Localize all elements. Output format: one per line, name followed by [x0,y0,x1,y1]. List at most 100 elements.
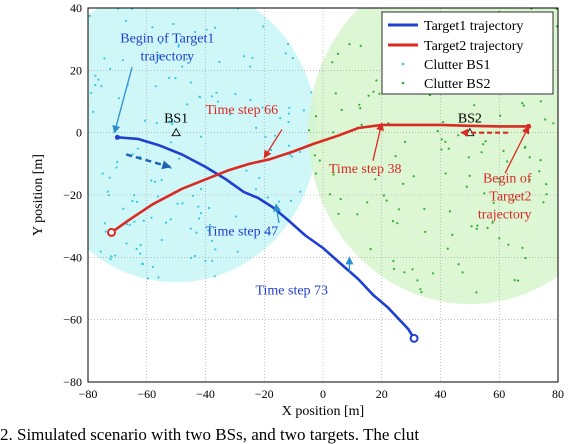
y-axis-label: Y position [m] [31,154,46,236]
y-tick-label: 0 [76,126,82,140]
clutter-bs2-point [436,129,439,133]
clutter-bs2-point [331,61,334,64]
clutter-bs2-point [416,279,419,282]
clutter-bs2-point [498,237,501,240]
clutter-bs2-point [359,107,362,110]
clutter-bs2-point [448,210,451,213]
ts38-annotation: Time step 38 [329,162,402,177]
clutter-bs2-point [461,271,464,274]
clutter-bs2-point [538,170,541,173]
begin-t1-annotation: Begin of Target1 trajectory [120,31,214,64]
target1-trajectory-line [117,136,416,340]
clutter-bs2-point [446,247,449,250]
clutter-bs1-point [115,166,118,169]
ts47-annotation: Time step 47 [206,225,279,240]
clutter-bs1-point [215,91,218,94]
begin-target1-arrow [112,67,133,134]
clutter-bs1-point [286,42,290,46]
ts66-annotation: Time step 66 [206,103,279,118]
clutter-bs1-point [160,238,163,242]
clutter-bs1-point [108,176,111,179]
target1-direction-arrow [125,153,172,170]
clutter-bs1-point [165,221,168,224]
clutter-bs2-point [403,271,406,274]
clutter-bs1-point [218,60,221,64]
clutter-bs1-point [235,215,238,218]
clutter-bs2-point [313,154,316,157]
clutter-bs1-point [121,59,124,62]
clutter-bs1-point [199,212,202,215]
target1-end-marker [409,333,419,343]
clutter-bs1-point [174,77,177,80]
clutter-bs2-point [367,94,370,97]
clutter-bs1-point [155,122,158,125]
x-tick-label: 20 [376,387,388,401]
clutter-bs1-point [262,25,265,28]
bs1-label: BS1 [164,112,188,127]
clutter-bs2-point [372,90,375,93]
clutter-bs2-point [423,207,426,210]
clutter-bs2-point [334,92,337,95]
clutter-bs1-point [310,91,313,94]
legend-label-target2: Target2 trajectory [424,39,523,54]
clutter-bs2-point [470,225,473,228]
y-tick-label: −60 [63,313,82,327]
clutter-bs2-point [521,246,524,249]
clutter-bs1-point [151,265,155,269]
clutter-bs1-point [101,172,104,175]
clutter-bs2-point [442,120,445,124]
clutter-bs1-point [287,144,291,147]
clutter-bs2-point [392,267,396,271]
clutter-bs1-point [117,97,120,100]
clutter-bs1-point [209,223,212,226]
clutter-bs2-point [492,201,495,204]
clutter-bs1-point [189,227,192,230]
clutter-bs2-point [318,159,321,162]
clutter-bs1-point [169,218,172,221]
clutter-bs2-point [420,291,423,294]
clutter-bs2-point [545,183,548,186]
clutter-bs1-point [195,231,198,234]
clutter-bs1-point [189,81,192,84]
clutter-bs1-point [210,239,213,242]
clutter-bs1-point [207,229,210,232]
clutter-bs1-point [159,42,162,45]
clutter-bs1-point [213,275,216,278]
clutter-bs1-point [287,120,290,124]
clutter-bs2-point [431,272,435,275]
clutter-bs1-point [171,121,174,124]
clutter-bs1-point [150,179,153,182]
clutter-bs2-point [308,129,311,132]
clutter-bs2-point [475,291,478,294]
clutter-bs1-point [94,74,97,77]
clutter-bs1-point [90,91,93,94]
clutter-bs1-point [128,223,131,226]
clutter-bs1-point [168,76,171,79]
clutter-bs1-point [150,216,153,219]
clutter-bs1-point [109,67,112,70]
clutter-bs1-point [189,256,193,259]
clutter-bs1-point [186,57,189,61]
clutter-bs1-point [178,157,181,160]
clutter-bs2-point [451,233,454,236]
clutter-bs1-point [156,195,160,198]
begin-t2-annotation: Begin of Target2 trajectory [478,172,532,223]
clutter-bs2-point [339,198,342,201]
clutter-bs1-point [199,187,203,191]
clutter-bs1-point [97,78,100,81]
clutter-bs1-point [234,93,237,96]
clutter-bs2-point [358,103,361,106]
clutter-bs2-point [359,44,362,48]
clutter-bs2-point [411,268,414,271]
clutter-bs2-point [484,140,487,143]
clutter-bs1-point [197,205,200,208]
clutter-bs1-point [110,255,113,258]
clutter-bs2-point [428,94,431,97]
clutter-bs2-point [394,155,397,158]
clutter-bs1-point [116,160,119,164]
clutter-bs1-point [245,169,248,172]
clutter-bs2-point [375,79,378,82]
clutter-bs2-point [483,192,486,195]
clutter-bs1-point [125,223,128,226]
clutter-bs1-point [277,200,281,203]
